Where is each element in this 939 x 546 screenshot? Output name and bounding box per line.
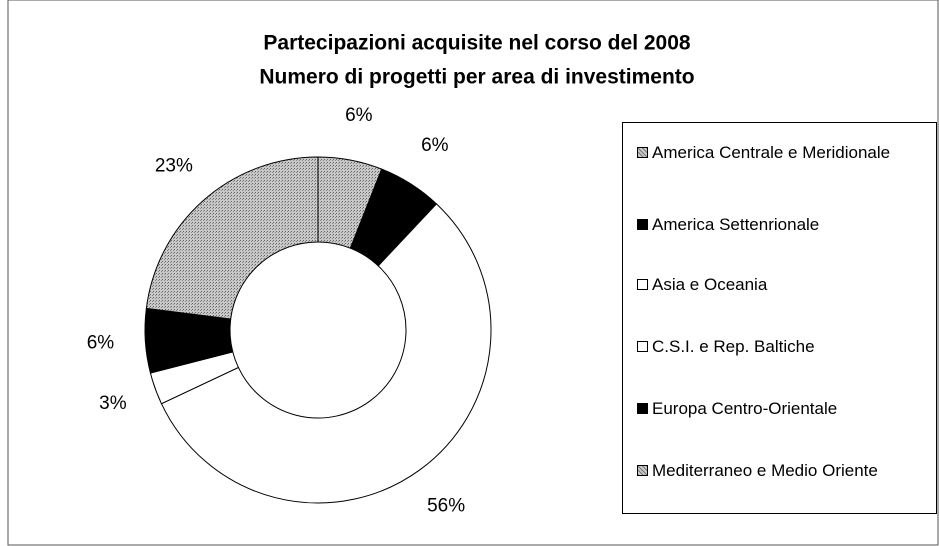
chart-subtitle: Numero di progetti per area di investime…	[259, 66, 694, 89]
data-label: 6%	[421, 135, 449, 156]
legend-swatch	[637, 341, 648, 352]
legend-label: Mediterraneo e Medio Oriente	[652, 461, 878, 480]
legend-item: Mediterraneo e Medio Oriente	[637, 459, 933, 483]
chart-title: Partecipazioni acquisite nel corso del 2…	[263, 32, 690, 55]
legend-item: America Centrale e Meridionale	[637, 141, 933, 165]
data-label: 3%	[99, 393, 127, 414]
legend-item: America Settenrionale	[637, 213, 933, 237]
legend-swatch	[637, 465, 648, 476]
legend-item: Asia e Oceania	[637, 273, 933, 297]
legend-item: Europa Centro-Orientale	[637, 397, 933, 421]
legend-item: C.S.I. e Rep. Baltiche	[637, 335, 933, 359]
data-label: 23%	[155, 155, 193, 176]
donut-slice	[160, 203, 492, 504]
data-label: 6%	[87, 333, 115, 354]
legend-label: America Settenrionale	[652, 215, 820, 234]
legend-swatch	[637, 403, 648, 414]
data-label: 6%	[345, 105, 373, 126]
legend-label: C.S.I. e Rep. Baltiche	[652, 337, 815, 356]
legend-label: Asia e Oceania	[652, 275, 768, 294]
legend-label: America Centrale e Meridionale	[652, 143, 891, 162]
legend: America Centrale e Meridionale America Se…	[622, 122, 937, 514]
donut-slice	[145, 156, 319, 320]
legend-swatch	[637, 279, 648, 290]
legend-label: Europa Centro-Orientale	[652, 399, 838, 418]
frame	[7, 0, 939, 546]
legend-swatch	[637, 219, 648, 230]
data-label: 56%	[427, 495, 465, 516]
legend-swatch	[637, 147, 648, 158]
